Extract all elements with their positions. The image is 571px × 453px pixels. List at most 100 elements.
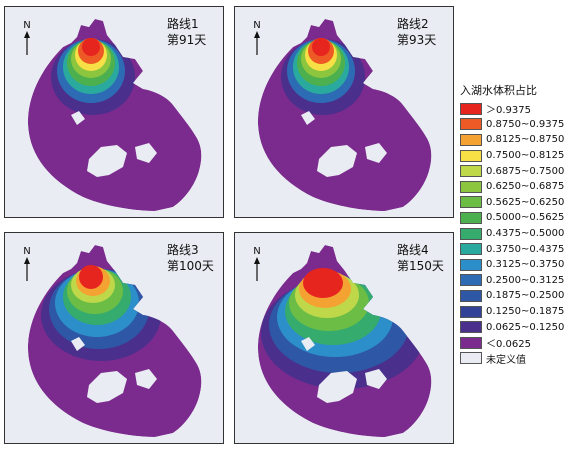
north-arrow: N bbox=[19, 247, 35, 283]
legend-swatch bbox=[460, 336, 482, 349]
north-arrow: N bbox=[249, 21, 265, 57]
island bbox=[71, 337, 85, 351]
north-label: N bbox=[253, 20, 261, 31]
legend-item: 0.1875~0.2500 bbox=[460, 288, 568, 304]
legend-item: 0.5625~0.6250 bbox=[460, 195, 568, 211]
legend-label: 0.6250~0.6875 bbox=[486, 181, 565, 193]
legend-swatch bbox=[460, 133, 482, 146]
legend-label: ＜0.0625 bbox=[486, 339, 531, 351]
legend-item: 0.5000~0.5625 bbox=[460, 210, 568, 226]
plume-contour bbox=[79, 265, 103, 289]
plume-contour bbox=[82, 38, 100, 56]
plume-contour bbox=[303, 268, 343, 298]
panel-title: 路线1 第91天 bbox=[167, 16, 206, 48]
legend-item: ＜0.0625 bbox=[460, 335, 568, 351]
legend-label: 0.8125~0.8750 bbox=[486, 134, 565, 146]
map-panel-route-4: N 路线4 第150天 bbox=[234, 232, 454, 444]
legend-swatch bbox=[460, 165, 482, 178]
plume-contour bbox=[312, 38, 330, 56]
route-label: 路线4 bbox=[397, 243, 429, 257]
legend-label: 未定义值 bbox=[486, 354, 526, 366]
legend-item: 0.8750~0.9375 bbox=[460, 117, 568, 133]
route-label: 路线3 bbox=[167, 243, 199, 257]
legend-items: ＞0.9375 0.8750~0.9375 0.8125~0.8750 0.7500~… bbox=[460, 101, 568, 366]
lake-map-3 bbox=[5, 233, 223, 443]
legend-label: 0.5000~0.5625 bbox=[486, 212, 565, 224]
legend-title: 入湖水体积占比 bbox=[460, 84, 537, 97]
north-arrow-icon bbox=[254, 31, 260, 55]
lake-map-4 bbox=[235, 233, 453, 443]
legend-swatch bbox=[460, 274, 482, 287]
north-arrow-icon bbox=[254, 257, 260, 281]
legend-swatch bbox=[460, 289, 482, 302]
legend-label: 0.3750~0.4375 bbox=[486, 243, 565, 255]
island bbox=[317, 371, 357, 403]
legend-swatch bbox=[460, 305, 482, 318]
island bbox=[365, 143, 387, 163]
day-label: 第150天 bbox=[397, 259, 444, 273]
legend-swatch bbox=[460, 352, 482, 365]
legend-item: 0.7500~0.8125 bbox=[460, 148, 568, 164]
legend-label: ＞0.9375 bbox=[486, 105, 531, 117]
legend-item: 0.3750~0.4375 bbox=[460, 241, 568, 257]
island bbox=[301, 111, 315, 125]
legend-swatch bbox=[460, 243, 482, 256]
north-label: N bbox=[253, 246, 261, 257]
lake-map-1 bbox=[5, 7, 223, 217]
north-arrow: N bbox=[249, 247, 265, 283]
legend-item: 0.8125~0.8750 bbox=[460, 132, 568, 148]
legend-swatch bbox=[460, 196, 482, 209]
legend-label: 0.4375~0.5000 bbox=[486, 228, 565, 240]
legend-swatch bbox=[460, 321, 482, 334]
legend-label: 0.2500~0.3125 bbox=[486, 274, 565, 286]
island bbox=[365, 369, 387, 389]
legend-label: 0.3125~0.3750 bbox=[486, 259, 565, 271]
legend-item: 0.4375~0.5000 bbox=[460, 226, 568, 242]
legend-item: 0.6250~0.6875 bbox=[460, 179, 568, 195]
panel-title: 路线3 第100天 bbox=[167, 242, 214, 274]
legend-label: 0.1250~0.1875 bbox=[486, 306, 565, 318]
legend-swatch bbox=[460, 118, 482, 131]
legend-item: 0.1250~0.1875 bbox=[460, 304, 568, 320]
day-label: 第93天 bbox=[397, 33, 437, 47]
legend-swatch bbox=[460, 227, 482, 240]
north-arrow-icon bbox=[24, 257, 30, 281]
legend-item: ＞0.9375 bbox=[460, 101, 568, 117]
island bbox=[87, 371, 127, 403]
legend-swatch bbox=[460, 211, 482, 224]
north-label: N bbox=[23, 20, 31, 31]
legend-label: 0.8750~0.9375 bbox=[486, 118, 565, 130]
lake-map-2 bbox=[235, 7, 453, 217]
panel-title: 路线2 第93天 bbox=[397, 16, 436, 48]
legend-item: 0.0625~0.1250 bbox=[460, 319, 568, 335]
legend-label: 0.6875~0.7500 bbox=[486, 165, 565, 177]
legend-swatch bbox=[460, 258, 482, 271]
legend-label: 0.7500~0.8125 bbox=[486, 150, 565, 162]
island bbox=[317, 145, 357, 177]
route-label: 路线1 bbox=[167, 17, 199, 31]
route-label: 路线2 bbox=[397, 17, 429, 31]
island bbox=[135, 369, 157, 389]
island bbox=[301, 337, 315, 351]
north-arrow: N bbox=[19, 21, 35, 57]
legend-swatch bbox=[460, 102, 482, 115]
legend-swatch bbox=[460, 149, 482, 162]
day-label: 第91天 bbox=[167, 33, 207, 47]
day-label: 第100天 bbox=[167, 259, 214, 273]
legend-item: 0.2500~0.3125 bbox=[460, 273, 568, 289]
legend-label: 0.0625~0.1250 bbox=[486, 321, 565, 333]
legend-label: 0.1875~0.2500 bbox=[486, 290, 565, 302]
panel-title: 路线4 第150天 bbox=[397, 242, 444, 274]
map-panel-route-2: N 路线2 第93天 bbox=[234, 6, 454, 218]
island bbox=[87, 145, 127, 177]
north-arrow-icon bbox=[24, 31, 30, 55]
legend-item: 0.3125~0.3750 bbox=[460, 257, 568, 273]
legend-swatch bbox=[460, 180, 482, 193]
legend-item: 0.6875~0.7500 bbox=[460, 163, 568, 179]
map-panel-route-3: N 路线3 第100天 bbox=[4, 232, 224, 444]
map-panel-route-1: N 路线1 第91天 bbox=[4, 6, 224, 218]
island bbox=[135, 143, 157, 163]
legend-item: 未定义值 bbox=[460, 351, 568, 367]
island bbox=[71, 111, 85, 125]
north-label: N bbox=[23, 246, 31, 257]
